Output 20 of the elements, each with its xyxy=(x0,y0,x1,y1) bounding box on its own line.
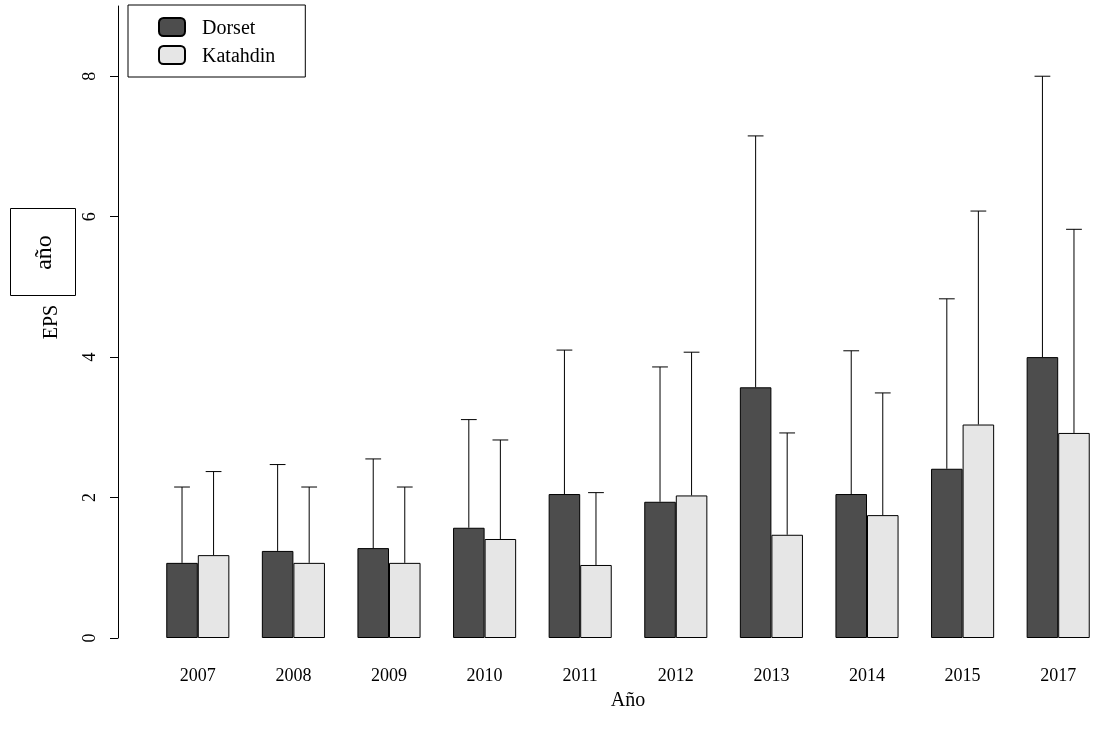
y-tick-label: 0 xyxy=(79,633,99,643)
x-tick-label: 2011 xyxy=(562,665,598,685)
text: año xyxy=(29,235,56,270)
legend-label: Dorset xyxy=(202,16,256,38)
x-tick-label: 2017 xyxy=(1040,665,1077,685)
y-tick-label: 8 xyxy=(79,71,99,81)
x-tick-label: 2008 xyxy=(275,665,312,685)
x-tick-label: 2015 xyxy=(944,665,981,685)
y-tick-label: 4 xyxy=(79,352,99,362)
x-tick-label: 2009 xyxy=(371,665,407,685)
y-tick-label: 6 xyxy=(79,212,99,222)
x-tick-label: 2012 xyxy=(657,665,694,685)
x-tick-label: 2014 xyxy=(849,665,885,685)
legend-label: Katahdin xyxy=(202,44,276,66)
x-tick-label: 2010 xyxy=(466,665,503,685)
x-tick-label: 2007 xyxy=(179,665,216,685)
x-tick-label: 2013 xyxy=(753,665,790,685)
y-tick-label: 2 xyxy=(79,493,99,503)
y-axis-title: EPS xyxy=(39,304,61,340)
x-axis-title: Año xyxy=(610,687,646,710)
